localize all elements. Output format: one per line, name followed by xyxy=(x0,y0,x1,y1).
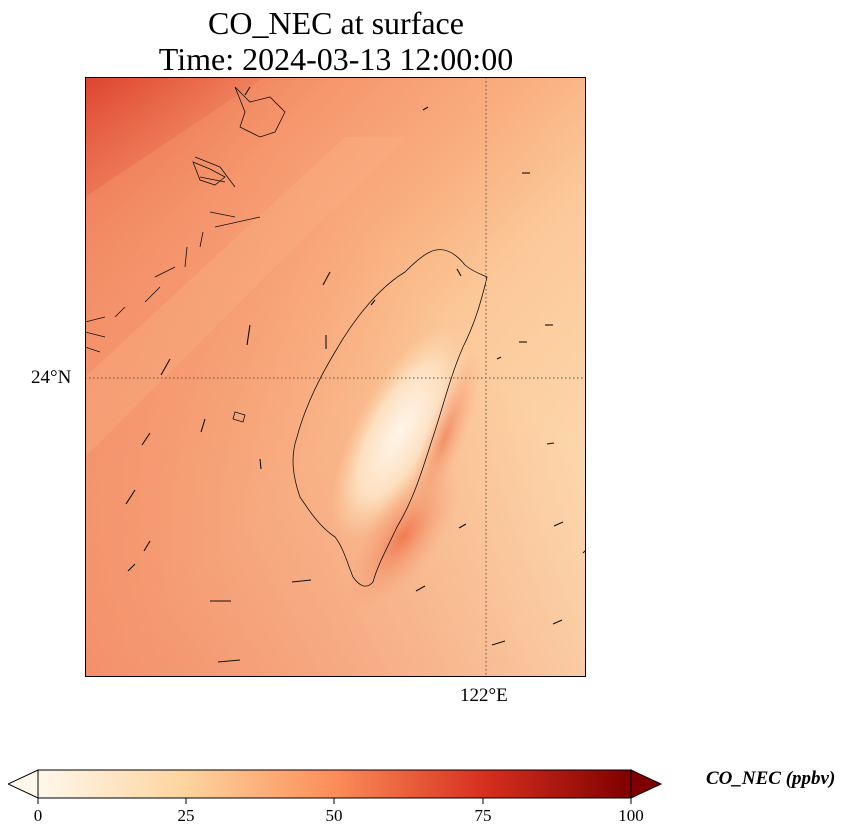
coastline xyxy=(85,86,488,587)
longitude-tick-label: 122°E xyxy=(460,685,508,706)
colorbar-tick-label: 25 xyxy=(177,806,195,825)
colorbar xyxy=(8,769,663,804)
latitude-tick-label: 24°N xyxy=(31,367,72,388)
map-title: CO_NEC at surface xyxy=(208,5,464,41)
colorbar-extend-min xyxy=(8,769,39,799)
concentration-map xyxy=(85,77,586,677)
map-subtitle-time: Time: 2024-03-13 12:00:00 xyxy=(158,41,514,77)
gridlines xyxy=(85,77,586,677)
colorbar-tick-label: 100 xyxy=(618,806,644,825)
colorbar-gradient xyxy=(37,769,632,799)
wind-vectors xyxy=(125,86,586,663)
concentration-field xyxy=(85,77,586,677)
colorbar-tick-label: 0 xyxy=(33,806,43,825)
colorbar-label: CO_NEC (ppbv) xyxy=(706,768,836,789)
colorbar-tick-label: 75 xyxy=(474,806,492,825)
colorbar-tick-label: 50 xyxy=(325,806,343,825)
colorbar-extend-max xyxy=(630,769,663,799)
